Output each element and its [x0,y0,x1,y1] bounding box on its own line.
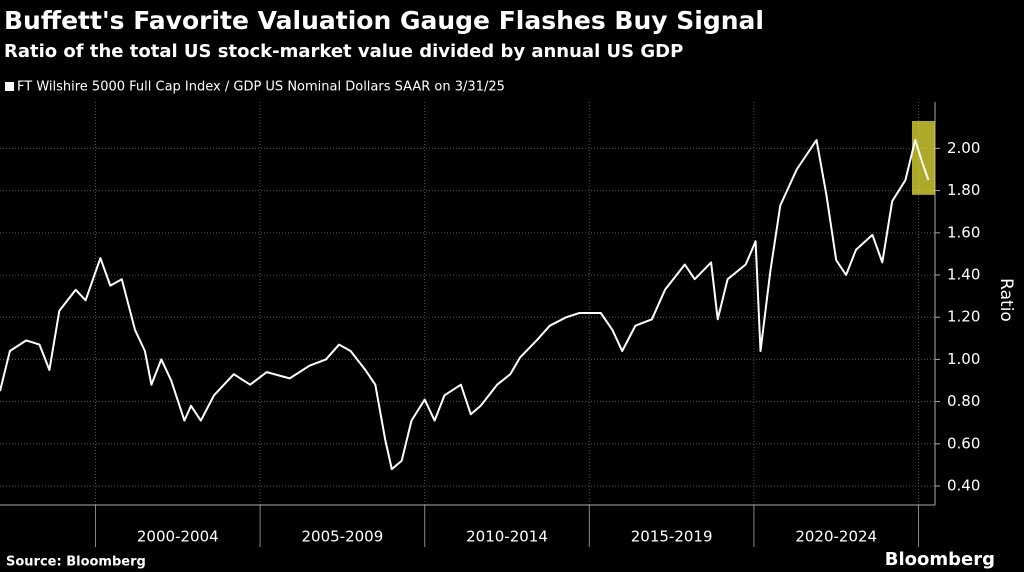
y-tick-label: 0.60 [947,434,980,452]
brand: Bloomberg [885,549,995,570]
chart-subtitle: Ratio of the total US stock-market value… [4,41,683,62]
y-tick-label: 2.00 [947,139,980,157]
highlight-box [911,120,935,195]
y-tick-label: 1.00 [947,350,980,368]
y-tick-label: 0.80 [947,392,980,410]
legend-label: FT Wilshire 5000 Full Cap Index / GDP US… [17,80,505,95]
x-tick-label: 2020-2024 [795,528,877,546]
y-tick-label: 1.20 [947,308,980,326]
chart-title: Buffett's Favorite Valuation Gauge Flash… [4,6,764,35]
x-tick-label: 2005-2009 [302,528,384,546]
x-tick-label: 2000-2004 [137,528,219,546]
source: Source: Bloomberg [6,555,146,570]
series-line [0,139,930,471]
y-axis-label: Ratio [996,278,1016,322]
y-tick-label: 0.40 [947,477,980,495]
x-tick-label: 2015-2019 [631,528,713,546]
y-tick-label: 1.60 [947,223,980,241]
y-tick-label: 1.80 [947,181,980,199]
legend-swatch [5,82,14,91]
y-tick-label: 1.40 [947,266,980,284]
x-tick-label: 2010-2014 [466,528,548,546]
